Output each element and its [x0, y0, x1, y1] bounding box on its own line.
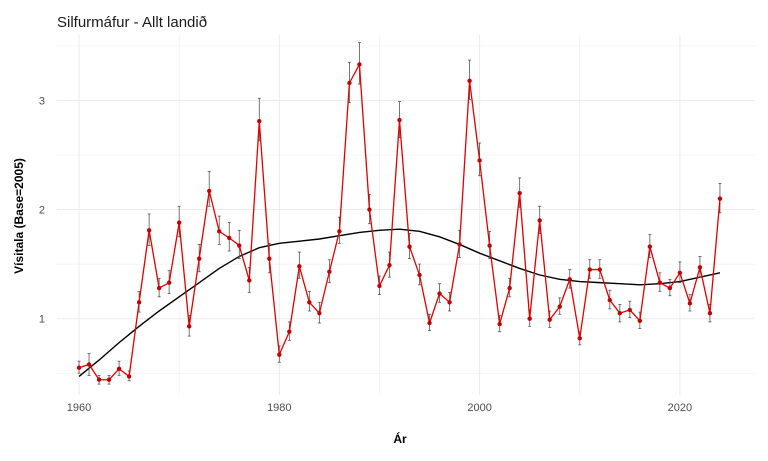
data-point — [86, 362, 92, 367]
data-point — [146, 228, 152, 233]
x-tick-label: 1960 — [67, 402, 91, 414]
data-point — [277, 352, 282, 357]
y-axis-ticks: 1 2 3 — [39, 95, 45, 325]
data-point — [477, 158, 482, 163]
data-point — [76, 365, 82, 370]
data-point — [597, 267, 602, 272]
data-point — [647, 244, 653, 249]
data-point — [657, 280, 663, 285]
data-point — [297, 264, 302, 269]
data-point — [537, 218, 542, 223]
data-point — [577, 336, 582, 341]
trend-line — [78, 228, 721, 377]
data-point — [267, 256, 272, 261]
data-point — [166, 280, 172, 285]
y-tick-label: 1 — [39, 314, 45, 326]
x-tick-label: 2020 — [668, 402, 692, 414]
data-point — [707, 310, 713, 316]
data-point — [687, 301, 693, 306]
data-point — [507, 285, 512, 291]
data-point — [136, 300, 142, 305]
data-point — [697, 265, 703, 270]
data-point — [407, 244, 412, 249]
data-point — [257, 118, 262, 124]
data-point — [467, 78, 472, 84]
data-point — [186, 324, 192, 329]
data-point — [347, 80, 352, 86]
error-bars — [77, 42, 722, 385]
data-point — [567, 277, 572, 282]
y-tick-label: 3 — [39, 95, 45, 107]
data-point — [717, 196, 723, 201]
data-point — [447, 300, 452, 305]
y-axis-title: Vísitala (Base=2005) — [12, 158, 26, 274]
data-point — [387, 262, 392, 268]
data-point — [367, 207, 372, 212]
data-point — [587, 267, 592, 272]
trend-series — [78, 228, 721, 377]
data-point — [457, 242, 462, 247]
data-point — [317, 310, 322, 316]
data-point — [427, 320, 432, 326]
x-axis-ticks: 1960 1980 2000 2020 — [67, 402, 692, 414]
data-point — [96, 377, 102, 382]
y-tick-label: 2 — [39, 205, 45, 217]
chart-title: Silfurmáfur - Allt landið — [57, 14, 207, 31]
data-point — [337, 229, 342, 234]
data-point — [287, 329, 292, 334]
data-point — [126, 374, 132, 379]
x-tick-label: 2000 — [467, 402, 491, 414]
data-point — [677, 270, 683, 276]
data-point — [307, 300, 312, 305]
data-point — [207, 188, 212, 194]
data-point — [487, 243, 492, 248]
data-point — [637, 318, 643, 324]
grid — [57, 35, 755, 395]
data-point — [517, 190, 522, 196]
data-point — [156, 285, 162, 291]
data-point — [557, 304, 562, 309]
data-point — [667, 285, 673, 291]
data-point — [607, 297, 612, 303]
x-axis-title: Ár — [393, 431, 407, 446]
data-point — [377, 283, 382, 289]
data-point — [497, 321, 502, 327]
data-point — [617, 310, 623, 316]
data-point — [327, 269, 332, 274]
data-point — [227, 235, 232, 241]
data-point — [247, 278, 252, 283]
data-point — [527, 316, 532, 321]
x-tick-label: 1980 — [267, 402, 291, 414]
data-point — [217, 229, 222, 234]
data-point — [397, 117, 402, 123]
data-point — [437, 291, 442, 296]
data-point — [106, 377, 112, 382]
data-point — [116, 366, 122, 372]
data-point — [357, 62, 362, 67]
data-point — [197, 256, 202, 261]
data-point — [237, 243, 242, 248]
data-point — [547, 317, 552, 322]
data-point — [176, 220, 182, 225]
data-points — [76, 62, 723, 382]
data-point — [627, 307, 633, 313]
data-point — [417, 272, 422, 278]
